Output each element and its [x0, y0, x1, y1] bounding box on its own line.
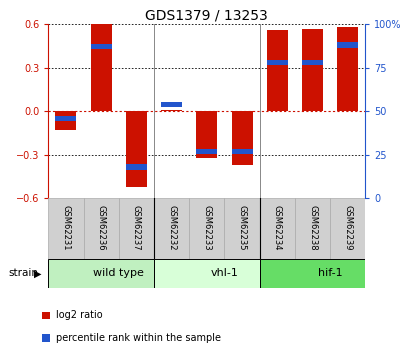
- Bar: [84, 198, 119, 259]
- Bar: [48, 198, 84, 259]
- Text: GSM62234: GSM62234: [273, 205, 282, 250]
- Bar: [302, 60, 323, 65]
- Bar: [302, 29, 323, 111]
- Text: GSM62238: GSM62238: [308, 205, 317, 250]
- Bar: [196, 149, 218, 154]
- Bar: [267, 60, 288, 65]
- Bar: [119, 198, 154, 259]
- Bar: [161, 110, 182, 111]
- Text: log2 ratio: log2 ratio: [56, 310, 102, 321]
- Bar: [126, 111, 147, 187]
- Text: GSM62236: GSM62236: [97, 205, 106, 250]
- Text: GSM62237: GSM62237: [132, 205, 141, 250]
- Text: wild type: wild type: [93, 268, 144, 278]
- Bar: [126, 165, 147, 170]
- Bar: [55, 111, 76, 130]
- Bar: [260, 198, 295, 259]
- Text: GSM62235: GSM62235: [238, 205, 247, 250]
- Text: percentile rank within the sample: percentile rank within the sample: [56, 333, 221, 343]
- Bar: [330, 198, 365, 259]
- Bar: [196, 111, 218, 158]
- Text: GSM62239: GSM62239: [343, 205, 352, 250]
- Text: hif-1: hif-1: [318, 268, 342, 278]
- Text: GSM62233: GSM62233: [202, 205, 211, 250]
- Bar: [337, 27, 358, 111]
- Bar: [161, 102, 182, 107]
- Bar: [91, 23, 112, 111]
- Text: vhl-1: vhl-1: [210, 268, 239, 278]
- Bar: [295, 198, 330, 259]
- Bar: [55, 116, 76, 121]
- Bar: [267, 30, 288, 111]
- Bar: [48, 259, 154, 288]
- Bar: [224, 198, 260, 259]
- Text: GSM62231: GSM62231: [61, 205, 71, 250]
- Text: ▶: ▶: [34, 268, 42, 278]
- Text: GSM62232: GSM62232: [167, 205, 176, 250]
- Bar: [189, 198, 224, 259]
- Title: GDS1379 / 13253: GDS1379 / 13253: [145, 9, 268, 23]
- Text: strain: strain: [8, 268, 38, 278]
- Bar: [154, 259, 260, 288]
- Bar: [154, 198, 189, 259]
- Bar: [260, 259, 365, 288]
- Bar: [337, 42, 358, 48]
- Bar: [91, 44, 112, 49]
- Bar: [231, 149, 253, 154]
- Bar: [231, 111, 253, 165]
